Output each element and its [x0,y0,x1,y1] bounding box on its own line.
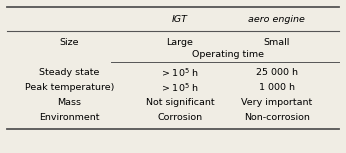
Text: 25 000 h: 25 000 h [256,68,298,77]
Text: Corrosion: Corrosion [157,113,202,122]
Text: > 10$^5$ h: > 10$^5$ h [161,66,199,79]
Text: Small: Small [264,38,290,47]
Text: Environment: Environment [39,113,99,122]
Text: Peak temperature): Peak temperature) [25,83,114,92]
Text: Not significant: Not significant [146,98,214,107]
Text: Size: Size [60,38,79,47]
Text: Large: Large [166,38,193,47]
Text: Non-corrosion: Non-corrosion [244,113,310,122]
Text: Operating time: Operating time [192,50,264,59]
Text: IGT: IGT [172,15,188,24]
Text: Mass: Mass [57,98,81,107]
Text: > 10$^5$ h: > 10$^5$ h [161,81,199,93]
Text: Steady state: Steady state [39,68,99,77]
Text: aero engine: aero engine [248,15,305,24]
Text: 1 000 h: 1 000 h [259,83,295,92]
Text: Very important: Very important [241,98,312,107]
